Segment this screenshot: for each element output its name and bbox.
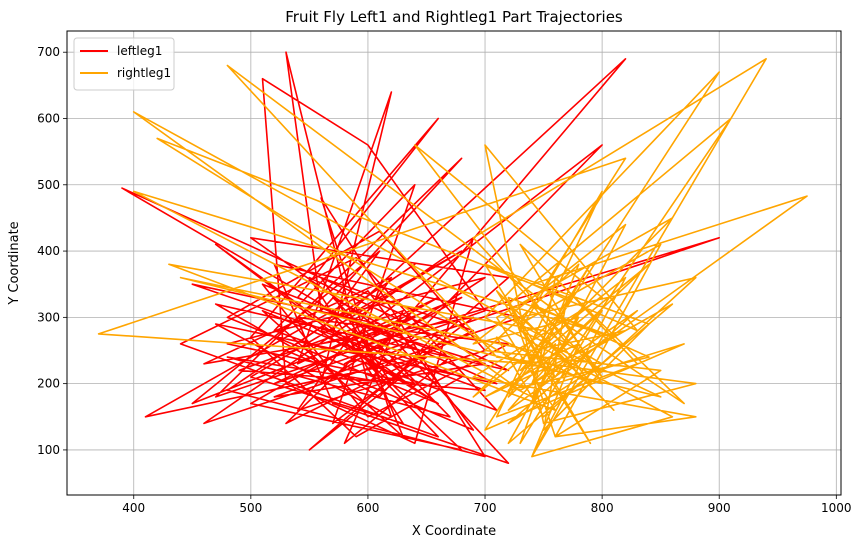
x-axis-label: X Coordinate [412, 524, 496, 539]
x-tick-label: 900 [708, 501, 731, 515]
x-tick-label: 800 [591, 501, 614, 515]
x-tick-label: 1000 [821, 501, 852, 515]
y-axis-label: Y Coordinate [7, 221, 22, 305]
chart-title: Fruit Fly Left1 and Rightleg1 Part Traje… [285, 8, 623, 26]
axis-ticks: 400 500 600 700 800 900 1000 100 200 300 400 500 600… [37, 45, 851, 515]
y-tick-label: 600 [37, 111, 60, 125]
series-line-leftleg1 [121, 51, 721, 465]
series-line-rightleg1 [97, 57, 808, 458]
x-tick-label: 500 [239, 501, 262, 515]
y-tick-label: 100 [37, 443, 60, 457]
series-area [97, 51, 808, 465]
legend-label-rightleg1: rightleg1 [117, 66, 171, 80]
y-tick-label: 700 [37, 45, 60, 59]
x-tick-label: 400 [122, 501, 145, 515]
x-tick-label: 600 [356, 501, 379, 515]
legend-label-leftleg1: leftleg1 [117, 44, 162, 58]
y-tick-label: 400 [37, 244, 60, 258]
x-tick-label: 700 [474, 501, 497, 515]
legend: leftleg1 rightleg1 [73, 37, 175, 91]
plot-frame [66, 30, 842, 496]
y-tick-label: 300 [37, 310, 60, 324]
y-tick-label: 200 [37, 377, 60, 391]
y-tick-label: 500 [37, 178, 60, 192]
